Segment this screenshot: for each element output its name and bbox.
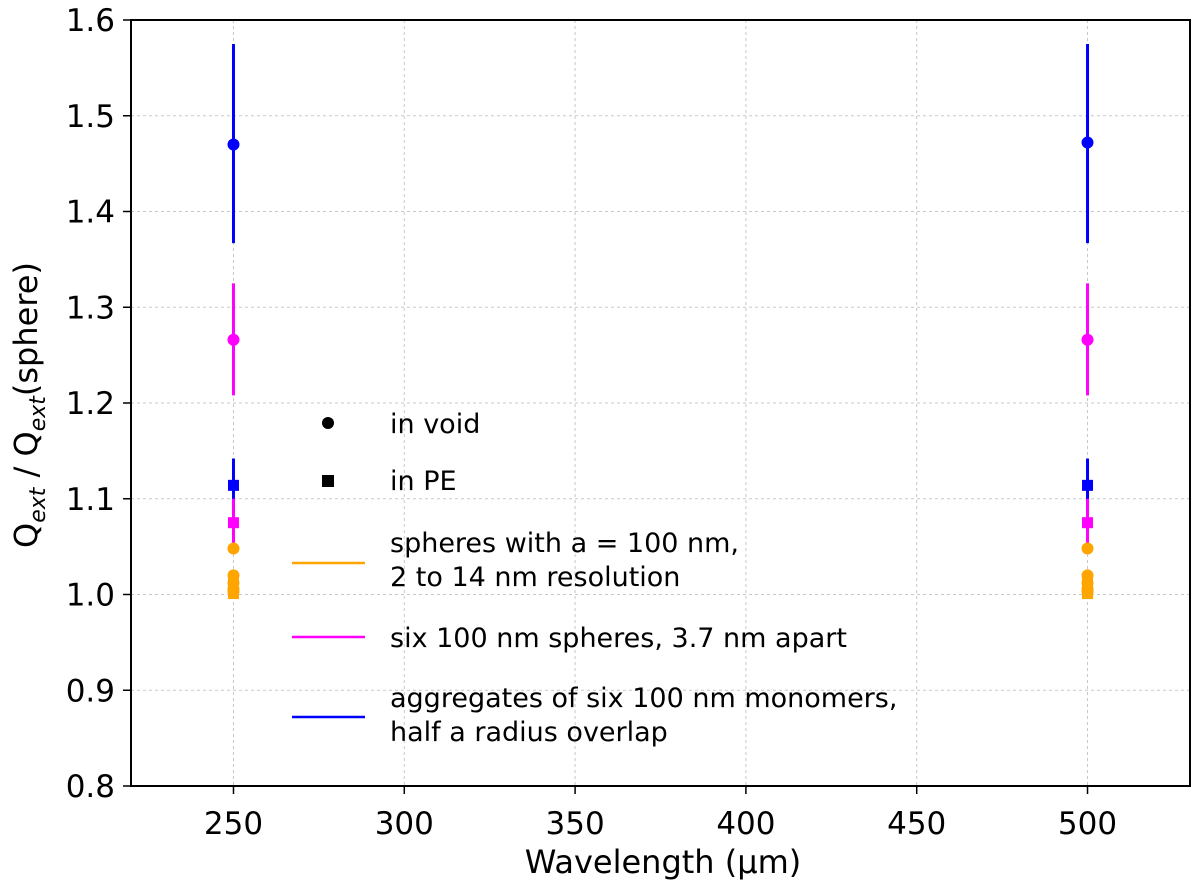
legend-label-six-spheres: six 100 nm spheres, 3.7 nm apart <box>390 623 847 654</box>
x-axis: 250 300 350 400 450 500 <box>204 786 1117 842</box>
data-point-square <box>227 517 239 529</box>
data-point-square <box>227 573 239 585</box>
y-axis: 0.8 0.9 1.0 1.1 1.2 1.3 1.4 1.5 1.6 <box>66 3 131 805</box>
data-point-circle <box>227 138 240 151</box>
data-point-circle <box>227 333 240 346</box>
legend-label-aggregates-line2: half a radius overlap <box>390 717 668 748</box>
legend-marker-in-pe <box>322 475 334 487</box>
data-point-circle <box>1081 136 1094 149</box>
x-tick-label: 450 <box>887 806 946 842</box>
y-label-sub2: ext <box>26 395 51 432</box>
y-tick-label: 1.1 <box>66 482 115 518</box>
data-point-square <box>227 479 239 491</box>
y-axis-label: Qext / Qext(sphere) <box>7 262 51 548</box>
x-tick-label: 350 <box>546 806 605 842</box>
legend-marker-in-void <box>322 417 334 429</box>
y-tick-label: 1.5 <box>66 99 115 135</box>
x-tick-label: 400 <box>716 806 775 842</box>
data-point-square <box>1082 479 1094 491</box>
data-point-square <box>1082 588 1094 600</box>
y-tick-label: 1.6 <box>66 3 115 39</box>
data-point-square <box>1082 517 1094 529</box>
data-point-square <box>1082 573 1094 585</box>
legend-label-aggregates-line1: aggregates of six 100 nm monomers, <box>390 683 897 714</box>
error-bars <box>231 43 1090 547</box>
legend-label-aggregates: aggregates of six 100 nm monomers, half … <box>390 683 906 748</box>
legend: in void in PE spheres with a = 100 nm, 2… <box>292 409 906 748</box>
y-label-sub1: ext <box>26 486 51 523</box>
legend-label-spheres-line1: spheres with a = 100 nm, <box>390 528 739 559</box>
y-label-sep: / Q <box>7 431 45 487</box>
legend-label-spheres: spheres with a = 100 nm, 2 to 14 nm reso… <box>390 528 748 593</box>
data-point-circle <box>1081 542 1094 555</box>
y-tick-label: 1.4 <box>66 195 115 231</box>
y-tick-label: 1.0 <box>66 578 115 614</box>
x-tick-label: 500 <box>1058 806 1117 842</box>
y-tick-label: 1.2 <box>66 386 115 422</box>
data-point-square <box>227 588 239 600</box>
legend-label-spheres-line2: 2 to 14 nm resolution <box>390 562 680 593</box>
x-tick-label: 300 <box>375 806 434 842</box>
legend-label-in-pe: in PE <box>390 466 457 497</box>
x-tick-label: 250 <box>204 806 263 842</box>
y-label-q1: Q <box>7 523 45 548</box>
y-label-sphere: (sphere) <box>7 262 45 396</box>
y-tick-label: 0.9 <box>66 673 115 709</box>
y-tick-label: 1.3 <box>66 290 115 326</box>
data-points <box>227 136 1094 600</box>
y-tick-label: 0.8 <box>66 769 115 805</box>
grid <box>131 19 1190 787</box>
data-point-circle <box>227 542 240 555</box>
legend-label-in-void: in void <box>390 409 480 440</box>
data-point-circle <box>1081 333 1094 346</box>
x-axis-label: Wavelength (μm) <box>525 843 802 881</box>
